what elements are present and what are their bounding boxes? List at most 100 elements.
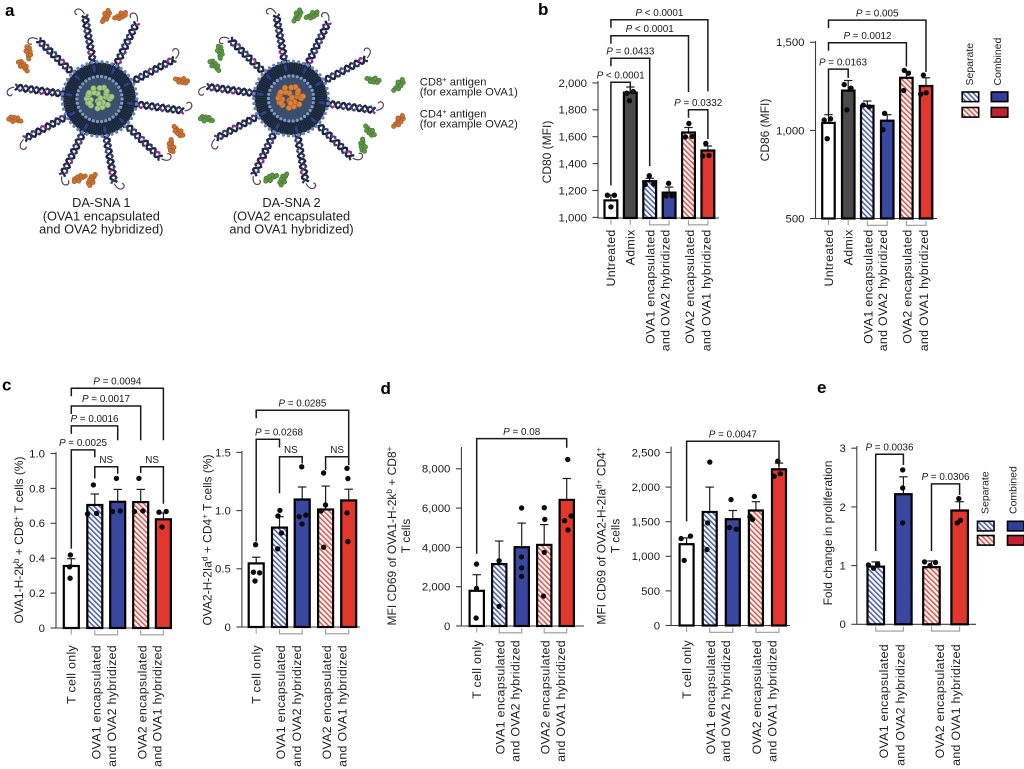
svg-text:P = 0.0047: P = 0.0047 — [709, 429, 757, 440]
svg-text:P = 0.0433: P = 0.0433 — [606, 47, 655, 58]
svg-text:P = 0.0285: P = 0.0285 — [278, 398, 327, 409]
svg-text:1,000: 1,000 — [776, 125, 805, 137]
svg-text:d: d — [381, 379, 391, 398]
svg-text:and OVA1 hybridized: and OVA1 hybridized — [151, 645, 165, 767]
svg-text:OVA2 encapsulated: OVA2 encapsulated — [320, 645, 334, 759]
svg-text:OVA2 encapsulated: OVA2 encapsulated — [750, 640, 764, 754]
svg-text:1,000: 1,000 — [558, 212, 587, 224]
svg-text:and OVA2 hybridized: and OVA2 hybridized — [719, 640, 733, 762]
svg-text:P = 0.005: P = 0.005 — [856, 8, 899, 19]
svg-text:OVA2 encapsulated: OVA2 encapsulated — [933, 644, 947, 758]
svg-text:(for example OVA1): (for example OVA1) — [420, 86, 518, 98]
svg-text:T cells: T cells — [609, 519, 623, 553]
svg-text:T cell only: T cell only — [680, 640, 694, 699]
svg-text:CD86 (MFI): CD86 (MFI) — [758, 99, 772, 162]
svg-text:and OVA1 hybridized: and OVA1 hybridized — [335, 645, 349, 767]
svg-text:(OVA1 encapsulated: (OVA1 encapsulated — [43, 208, 160, 223]
svg-text:OVA2 encapsulated: OVA2 encapsulated — [539, 640, 553, 754]
svg-text:T cell only: T cell only — [470, 640, 484, 699]
svg-text:0: 0 — [654, 620, 660, 632]
svg-text:and OVA2 hybridized: and OVA2 hybridized — [509, 640, 523, 762]
svg-text:2: 2 — [839, 502, 845, 514]
svg-text:and OVA1 hybridized: and OVA1 hybridized — [917, 229, 931, 351]
svg-text:OVA1 encapsulated: OVA1 encapsulated — [644, 229, 658, 343]
svg-text:and OVA1 hybridized): and OVA1 hybridized) — [229, 222, 353, 237]
svg-text:T cells: T cells — [399, 519, 413, 553]
svg-text:0.4: 0.4 — [29, 553, 45, 565]
svg-text:1: 1 — [839, 561, 845, 573]
svg-text:DA-SNA 1: DA-SNA 1 — [72, 195, 130, 210]
svg-text:1,200: 1,200 — [558, 185, 587, 197]
svg-text:NS: NS — [99, 455, 113, 466]
svg-text:6,000: 6,000 — [422, 503, 451, 515]
svg-text:P = 0.0025: P = 0.0025 — [59, 438, 108, 449]
svg-text:OVA1 encapsulated: OVA1 encapsulated — [877, 644, 891, 758]
svg-text:P = 0.0332: P = 0.0332 — [674, 98, 722, 109]
svg-text:CD8+​ antigen: CD8+​ antigen — [420, 75, 487, 89]
svg-text:1,500: 1,500 — [776, 37, 805, 49]
svg-text:1.5: 1.5 — [215, 447, 231, 459]
svg-text:2,000: 2,000 — [558, 78, 587, 90]
svg-text:CD4+​ antigen: CD4+​ antigen — [420, 107, 487, 121]
svg-text:1,500: 1,500 — [632, 517, 661, 529]
svg-text:T cell only: T cell only — [250, 645, 264, 704]
svg-text:OVA2 encapsulated: OVA2 encapsulated — [683, 229, 697, 343]
svg-text:0.8: 0.8 — [29, 483, 45, 495]
svg-text:P = 0.0017: P = 0.0017 — [82, 394, 130, 405]
svg-text:MFI CD69 of OVA1-H-2kb​ + CD8+: MFI CD69 of OVA1-H-2kb​ + CD8+​ — [385, 446, 399, 625]
svg-text:OVA1-H-2kb​ + CD8+​ T cells (%: OVA1-H-2kb​ + CD8+​ T cells (%) — [12, 456, 26, 623]
svg-text:NS: NS — [284, 445, 298, 456]
svg-text:1,400: 1,400 — [558, 159, 587, 171]
svg-text:MFI CD69 of OVA2-H-2Iad+​ CD4+: MFI CD69 of OVA2-H-2Iad+​ CD4+​ — [595, 447, 609, 625]
svg-text:500: 500 — [785, 213, 804, 225]
svg-text:P = 0.0016: P = 0.0016 — [70, 414, 119, 425]
svg-text:P < 0.0001: P < 0.0001 — [626, 24, 675, 35]
svg-text:NS: NS — [330, 445, 344, 456]
svg-text:0.5: 0.5 — [215, 564, 231, 576]
svg-text:Combined: Combined — [992, 37, 1004, 85]
svg-text:OVA2-H-2Iad​ + CD4+​ T cells (: OVA2-H-2Iad​ + CD4+​ T cells (%) — [201, 454, 215, 625]
svg-text:2,500: 2,500 — [632, 447, 661, 459]
svg-text:1.0: 1.0 — [29, 448, 45, 460]
svg-text:and OVA2 hybridized: and OVA2 hybridized — [876, 229, 890, 351]
svg-text:P = 0.0012: P = 0.0012 — [843, 31, 891, 42]
svg-text:0: 0 — [444, 621, 450, 633]
svg-text:OVA2 encapsulated: OVA2 encapsulated — [135, 645, 149, 759]
svg-text:P = 0.0306: P = 0.0306 — [921, 472, 970, 483]
svg-text:and OVA2 hybridized: and OVA2 hybridized — [659, 229, 673, 351]
svg-text:0: 0 — [839, 619, 845, 631]
svg-text:T cell only: T cell only — [65, 645, 79, 704]
svg-text:500: 500 — [641, 586, 660, 598]
svg-text:CD80 (MFI): CD80 (MFI) — [540, 121, 554, 184]
svg-text:P < 0.0001: P < 0.0001 — [597, 70, 646, 81]
svg-text:P = 0.08: P = 0.08 — [503, 427, 541, 438]
svg-text:3: 3 — [839, 443, 845, 455]
svg-text:OVA1 encapsulated: OVA1 encapsulated — [704, 640, 718, 754]
svg-text:OVA2 encapsulated: OVA2 encapsulated — [901, 229, 915, 343]
svg-text:Separate: Separate — [964, 43, 976, 86]
svg-text:Combined: Combined — [1008, 466, 1020, 514]
svg-text:c: c — [2, 376, 11, 395]
svg-text:and OVA2 hybridized): and OVA2 hybridized) — [39, 222, 163, 237]
svg-text:2,000: 2,000 — [422, 582, 451, 594]
svg-text:and OVA2 hybridized: and OVA2 hybridized — [290, 645, 304, 767]
svg-text:and OVA1 hybridized: and OVA1 hybridized — [554, 640, 568, 762]
svg-text:OVA1 encapsulated: OVA1 encapsulated — [274, 645, 288, 759]
svg-text:1,000: 1,000 — [632, 551, 661, 563]
svg-text:Untreated: Untreated — [604, 229, 618, 286]
svg-text:0.2: 0.2 — [29, 588, 45, 600]
svg-text:0.6: 0.6 — [29, 518, 45, 530]
svg-text:and OVA2 hybridized: and OVA2 hybridized — [894, 644, 908, 766]
svg-text:P = 0.0268: P = 0.0268 — [255, 428, 304, 439]
svg-text:Separate: Separate — [980, 471, 992, 514]
svg-text:0: 0 — [225, 622, 231, 634]
svg-text:and OVA1 hybridized: and OVA1 hybridized — [699, 229, 713, 351]
svg-text:and OVA1 hybridized: and OVA1 hybridized — [949, 644, 963, 766]
svg-text:8,000: 8,000 — [422, 464, 451, 476]
svg-text:4,000: 4,000 — [422, 542, 451, 554]
svg-text:DA-SNA 2: DA-SNA 2 — [262, 195, 320, 210]
svg-text:b: b — [538, 0, 548, 19]
svg-text:OVA1 encapsulated: OVA1 encapsulated — [89, 645, 103, 759]
svg-text:and OVA2 hybridized: and OVA2 hybridized — [105, 645, 119, 767]
svg-text:P < 0.0001: P < 0.0001 — [635, 8, 684, 19]
